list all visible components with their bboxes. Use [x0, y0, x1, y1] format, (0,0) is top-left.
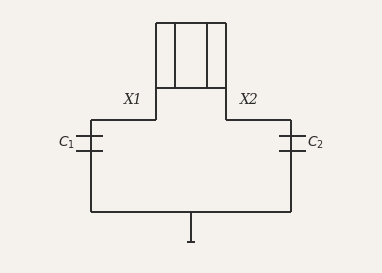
Text: $C_2$: $C_2$: [307, 134, 324, 151]
Text: X2: X2: [240, 93, 259, 107]
Text: $C_1$: $C_1$: [58, 134, 75, 151]
Bar: [175, 23, 207, 88]
Text: X1: X1: [123, 93, 142, 107]
